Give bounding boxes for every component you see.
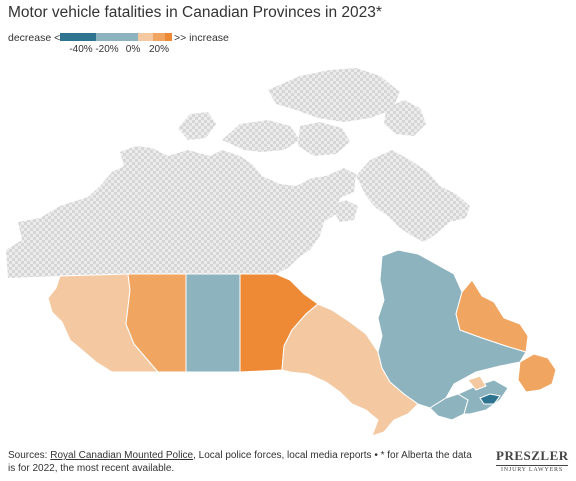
legend-swatch-increase <box>153 33 165 41</box>
legend-decrease-label: decrease << <box>8 32 67 44</box>
logo-sub-text: INJURY LAWYERS <box>501 467 563 473</box>
legend-tick: 20% <box>148 44 170 55</box>
legend-swatch-strong-increase <box>165 33 172 41</box>
region-arctic-islands-east <box>384 100 426 136</box>
legend-tick: -40% <box>69 44 93 55</box>
region-southampton-island <box>330 200 358 222</box>
region-baffin-island <box>356 150 470 242</box>
sources-rest: , Local police forces, local media repor… <box>8 450 472 474</box>
region-newfoundland-island <box>517 353 557 393</box>
legend-tick: -20% <box>95 44 119 55</box>
region-arctic-islands-mid <box>298 122 350 156</box>
logo-main-text: PRESZLER <box>496 448 568 466</box>
region-newfoundland-and-labrador <box>455 279 529 353</box>
region-prince-edward-island <box>479 393 501 405</box>
territories-no-data <box>6 68 470 278</box>
rcmp-source-link[interactable]: Royal Canadian Mounted Police <box>50 450 194 461</box>
region-arctic-islands-north <box>268 68 400 122</box>
preszler-logo: PRESZLER INJURY LAWYERS <box>496 448 568 473</box>
legend-tick: 0% <box>125 44 141 55</box>
canada-map <box>6 68 557 437</box>
region-saskatchewan <box>185 273 241 373</box>
region-quebec <box>377 249 527 409</box>
region-territories-mainland <box>6 146 356 278</box>
region-ontario <box>281 303 419 437</box>
region-banks-island <box>178 112 216 140</box>
chart-title: Motor vehicle fatalities in Canadian Pro… <box>8 4 382 21</box>
legend-swatch-strong-decrease <box>60 33 96 41</box>
sources-prefix: Sources: <box>8 450 51 461</box>
legend-increase-label: >> increase <box>174 32 229 44</box>
legend-swatch-slight-increase <box>138 33 153 41</box>
legend-swatch-decrease <box>96 33 138 41</box>
region-victoria-island <box>222 120 300 152</box>
region-anticosti-gaspe <box>467 375 487 391</box>
sources-footer: Sources: Royal Canadian Mounted Police, … <box>8 449 478 475</box>
legend-color-scale <box>60 33 172 41</box>
